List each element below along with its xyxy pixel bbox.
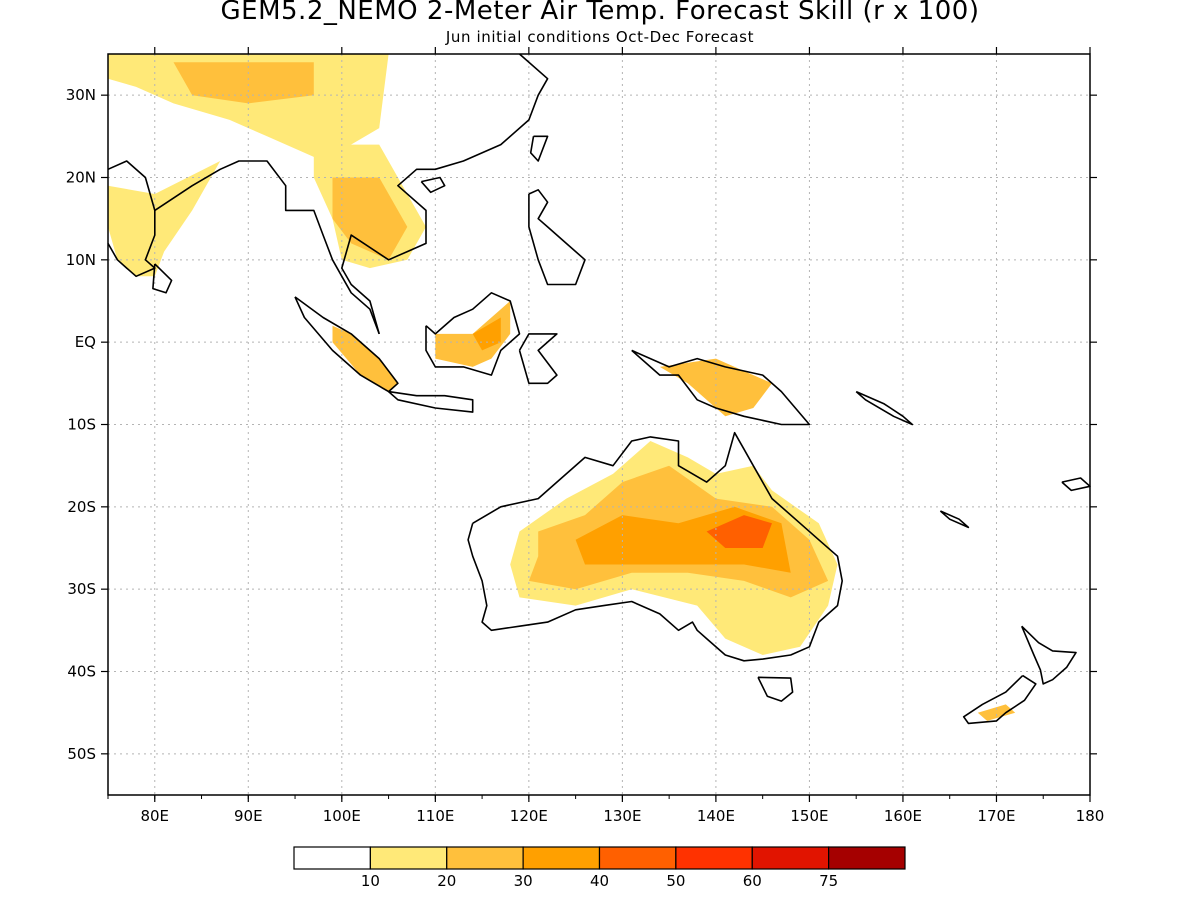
y-tick-label: 50S <box>67 745 96 763</box>
skill-region-new-guinea <box>659 358 772 417</box>
skill-region-tibet-core <box>173 62 314 104</box>
y-tick-label: 10N <box>66 251 96 269</box>
colorbar-swatch <box>369 846 448 870</box>
coastline-borneo <box>425 291 521 376</box>
x-tick-label: 120E <box>510 807 548 825</box>
coastline-nz-south-island <box>962 674 1037 725</box>
gridlines <box>108 54 1090 795</box>
x-tick-label: 90E <box>234 807 263 825</box>
skill-shading-layer <box>108 54 1016 721</box>
colorbar-swatch <box>446 846 524 870</box>
coastline-new-guinea <box>631 349 811 426</box>
coastline-hainan <box>420 176 446 194</box>
x-tick-label: 110E <box>416 807 454 825</box>
y-tick-label: 20S <box>67 498 96 516</box>
colorbar-label: 20 <box>437 872 456 890</box>
coastline-se-asia-east-coast-segment <box>340 53 549 335</box>
colorbar-swatch <box>751 846 830 870</box>
coastline-sumatra <box>294 296 399 393</box>
coastline-bay-of-bengal-coast-segment <box>154 160 380 335</box>
colorbar-swatch <box>828 846 906 870</box>
colorbar-swatch <box>522 846 601 870</box>
coastline-nz-north-island <box>1020 625 1077 685</box>
map-title: GEM5.2_NEMO 2-Meter Air Temp. Forecast S… <box>220 0 980 26</box>
coastline-java <box>388 390 474 413</box>
x-tick-label: 100E <box>323 807 361 825</box>
skill-region-indochina-core <box>332 177 408 260</box>
x-tick-label: 160E <box>884 807 922 825</box>
coastline-philippines <box>528 189 586 286</box>
colorbar: 10 20 30 40 50 60 75 <box>293 846 906 890</box>
y-axis-ticks: 30N 20N 10N EQ 10S 20S 30S 40S 50S <box>66 86 1097 763</box>
coastline-vanuatu-newcaledonia <box>939 510 970 529</box>
x-tick-label: 140E <box>697 807 735 825</box>
x-tick-label: 150E <box>790 807 828 825</box>
y-tick-label: 30S <box>67 580 96 598</box>
map-subtitle: Jun initial conditions Oct-Dec Forecast <box>445 28 755 46</box>
x-tick-label: 130E <box>603 807 641 825</box>
coastline-fiji <box>1061 477 1091 492</box>
coastline-solomon-islands <box>855 390 914 426</box>
y-tick-label: 30N <box>66 86 96 104</box>
colorbar-label: 50 <box>666 872 685 890</box>
colorbar-label: 10 <box>361 872 380 890</box>
skill-region-australia-core <box>706 515 772 548</box>
coastline-sulawesi <box>518 333 558 385</box>
coastline-taiwan <box>529 135 549 162</box>
x-axis-ticks: 80E 90E 100E 110E 120E 130E 140E 150E 160E 170E 18… <box>107 47 1105 825</box>
colorbar-swatch <box>293 846 371 870</box>
colorbar-swatch <box>675 846 753 870</box>
colorbar-label: 60 <box>743 872 762 890</box>
x-tick-label: 170E <box>977 807 1015 825</box>
coastline-australia <box>467 431 844 662</box>
skill-region-india <box>108 161 221 277</box>
coastline-tasmania <box>757 676 794 702</box>
skill-region-tibet-himalaya <box>108 54 389 161</box>
y-tick-label: 20N <box>66 169 96 187</box>
coastline-sri-lanka <box>152 263 173 294</box>
coastline-india-asia-segment <box>107 160 156 278</box>
colorbar-label: 30 <box>514 872 533 890</box>
x-tick-label: 80E <box>140 807 169 825</box>
y-tick-label: 10S <box>67 416 96 434</box>
y-tick-label: 40S <box>67 663 96 681</box>
skill-region-new-zealand <box>977 704 1016 721</box>
coastlines <box>107 53 1091 725</box>
colorbar-label: 75 <box>819 872 838 890</box>
y-tick-label: EQ <box>75 333 96 351</box>
x-tick-label: 180 <box>1076 807 1105 825</box>
colorbar-swatch <box>598 846 677 870</box>
colorbar-label: 40 <box>590 872 609 890</box>
